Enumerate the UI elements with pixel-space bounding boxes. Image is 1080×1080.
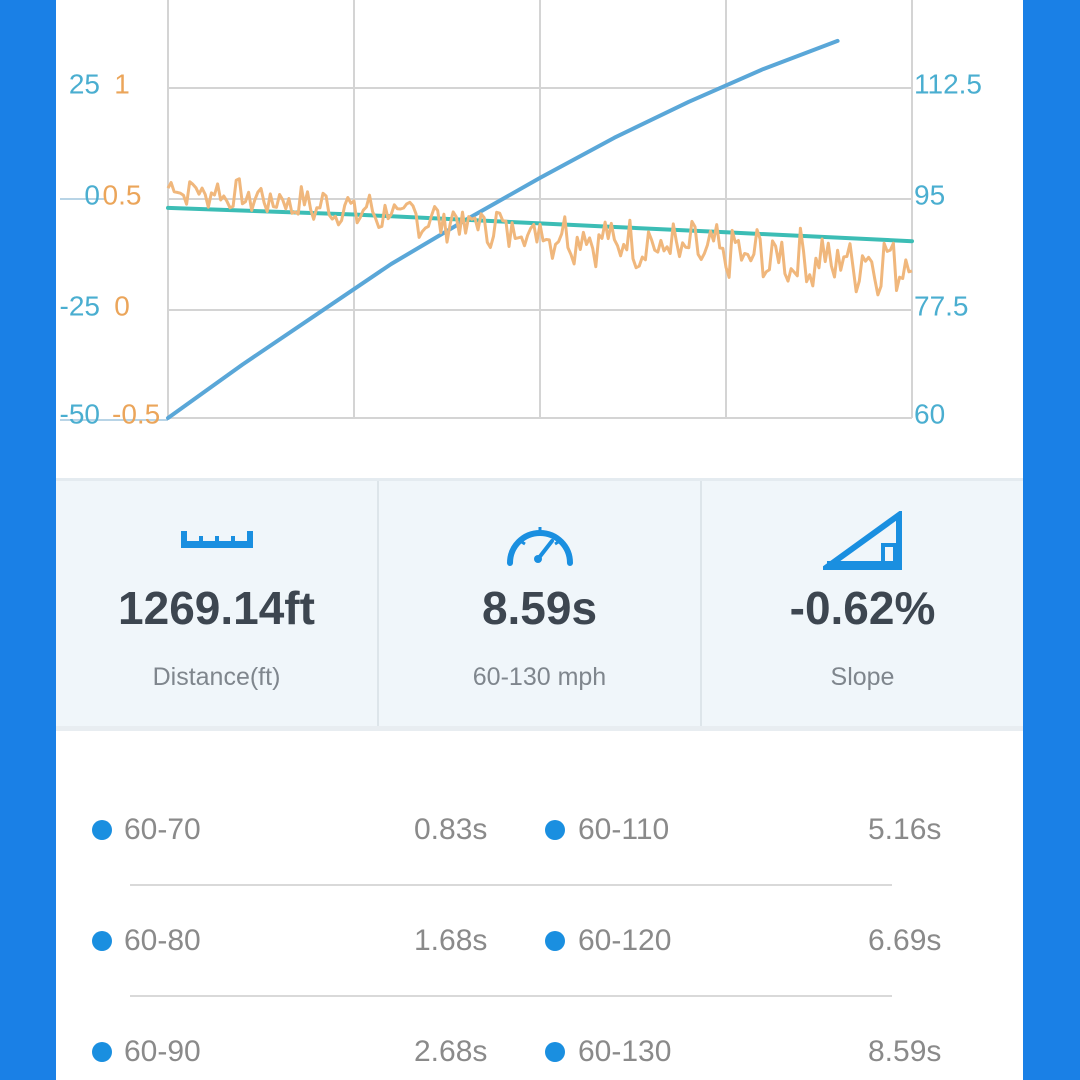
split-row: 60-80 1.68s 60-120 6.69s xyxy=(56,886,1023,997)
speed-axis-tick-label: 60 xyxy=(914,398,945,429)
grade-axis-tick-label: 0 xyxy=(114,290,130,321)
row-divider xyxy=(130,884,892,886)
split-time: 2.68s xyxy=(414,1035,488,1068)
split-label: 60-110 xyxy=(578,813,670,846)
grade-axis-tick-label: -0.5 xyxy=(112,398,160,429)
bullet-dot-icon xyxy=(92,820,112,840)
accel-axis-tick-label: 0 xyxy=(84,179,100,210)
grade-axis-tick-label: 0.5 xyxy=(103,179,142,210)
split-row: 60-90 2.68s 60-130 8.59s xyxy=(56,997,1023,1080)
bullet-dot-icon xyxy=(92,1042,112,1062)
slope-value: -0.62% xyxy=(789,582,936,634)
split-label: 60-80 xyxy=(124,924,201,957)
performance-chart: 25 0 -25 -50 1 0.5 0 -0.5 112.5 95 77.5 60 xyxy=(56,0,1023,470)
split-time: 5.16s xyxy=(868,813,942,846)
ruler-icon xyxy=(180,531,253,548)
accel-axis-tick-label: -50 xyxy=(60,398,100,429)
grade-axis-tick-label: 1 xyxy=(114,68,130,99)
bullet-dot-icon xyxy=(92,931,112,951)
time-label: 60-130 mph xyxy=(472,663,607,691)
distance-label: Distance(ft) xyxy=(152,663,281,691)
time-value: 8.59s xyxy=(481,582,598,634)
speed-line xyxy=(166,38,840,420)
split-times-list: 60-70 0.83s 60-110 5.16s 60-80 1.68s 60-… xyxy=(56,775,1023,1080)
stats-bar: 1269.14ft Distance(ft) 8.59s 60-130 mph … xyxy=(56,478,1023,731)
split-label: 60-120 xyxy=(578,924,672,957)
split-time: 1.68s xyxy=(414,924,488,957)
results-panel: 25 0 -25 -50 1 0.5 0 -0.5 112.5 95 77.5 60 1269.14f… xyxy=(56,0,1023,1080)
distance-value: 1269.14ft xyxy=(118,582,315,634)
accel-axis-tick-label: 25 xyxy=(69,68,100,99)
bullet-dot-icon xyxy=(545,1042,565,1062)
speed-axis-tick-label: 77.5 xyxy=(914,290,969,321)
row-divider xyxy=(130,995,892,997)
stat-distance: 1269.14ft Distance(ft) xyxy=(56,481,377,726)
split-label: 60-70 xyxy=(124,813,201,846)
split-label: 60-90 xyxy=(124,1035,201,1068)
bullet-dot-icon xyxy=(545,931,565,951)
speedometer-icon xyxy=(506,527,573,566)
grade-line xyxy=(166,177,913,297)
slope-icon xyxy=(822,511,902,570)
stat-slope: -0.62% Slope xyxy=(700,481,1023,726)
split-label: 60-130 xyxy=(578,1035,672,1068)
stat-time: 8.59s 60-130 mph xyxy=(377,481,700,726)
bullet-dot-icon xyxy=(545,820,565,840)
speed-axis-tick-label: 112.5 xyxy=(914,68,982,99)
split-time: 8.59s xyxy=(868,1035,942,1068)
split-row: 60-70 0.83s 60-110 5.16s xyxy=(56,775,1023,886)
accel-axis-tick-label: -25 xyxy=(60,290,100,321)
split-time: 0.83s xyxy=(414,813,488,846)
speed-axis-tick-label: 95 xyxy=(914,179,945,210)
split-time: 6.69s xyxy=(868,924,942,957)
slope-label: Slope xyxy=(830,663,895,691)
